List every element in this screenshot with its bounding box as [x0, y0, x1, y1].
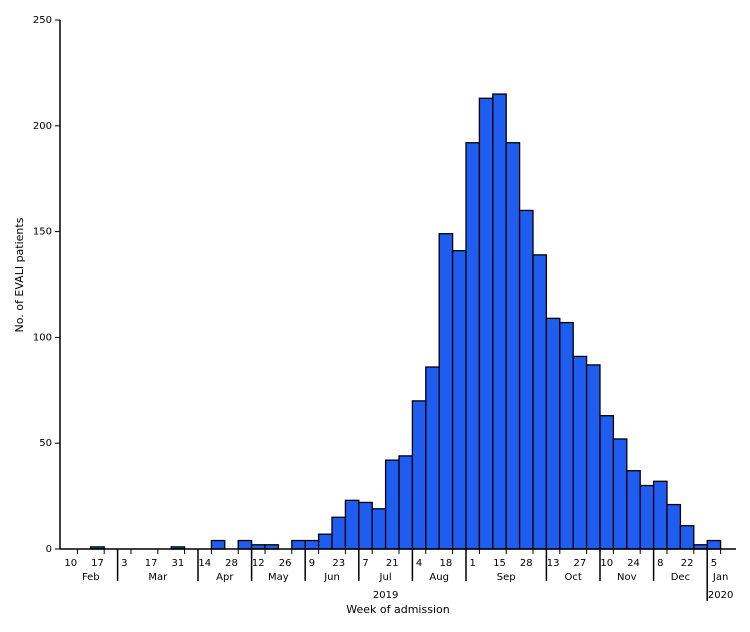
x-tick-label: 8: [657, 558, 663, 569]
bar: [706, 539, 722, 550]
bar: [639, 484, 655, 550]
bar: [398, 455, 414, 550]
bar: [210, 539, 226, 550]
y-tick-label: 50: [39, 438, 52, 449]
x-tick-label: 15: [493, 558, 506, 569]
bar: [384, 459, 400, 550]
bar: [465, 142, 481, 550]
x-tick-label: 12: [252, 558, 265, 569]
bar: [626, 470, 641, 550]
x-tick-label: 1: [470, 558, 476, 569]
month-label: Sep: [497, 572, 516, 583]
x-tick-label: 3: [121, 558, 127, 569]
bar: [532, 254, 548, 550]
x-tick-label: 24: [627, 558, 640, 569]
y-tick-label: 150: [33, 227, 52, 238]
x-tick-label: 7: [362, 558, 368, 569]
x-tick-label: 18: [440, 558, 453, 569]
bar: [291, 539, 306, 550]
y-tick-label: 0: [46, 544, 52, 555]
x-tick-label: 22: [681, 558, 694, 569]
x-tick-label: 17: [145, 558, 158, 569]
x-tick-label: 28: [520, 558, 533, 569]
bar: [599, 415, 615, 550]
x-tick-label: 23: [332, 558, 345, 569]
bar: [559, 321, 574, 550]
month-label: Jan: [712, 572, 728, 583]
bar: [331, 516, 347, 550]
year-label: 2020: [708, 590, 733, 601]
month-label: Aug: [429, 572, 449, 583]
x-tick-label: 14: [198, 558, 211, 569]
month-label: May: [268, 572, 289, 583]
y-tick-label: 250: [33, 15, 52, 26]
month-label: Apr: [216, 572, 234, 583]
bar: [358, 501, 373, 550]
x-tick-label: 27: [574, 558, 587, 569]
x-tick-label: 21: [386, 558, 399, 569]
bar: [679, 525, 695, 550]
bar: [545, 317, 561, 550]
bar: [612, 438, 628, 550]
month-label: Feb: [82, 572, 100, 583]
bar: [478, 97, 494, 550]
bar: [505, 142, 521, 550]
year-label: 2019: [373, 590, 398, 601]
x-axis-title: Week of admission: [346, 603, 449, 616]
bar: [451, 249, 467, 550]
x-tick-label: 31: [172, 558, 185, 569]
bar: [585, 364, 601, 550]
x-tick-label: 13: [547, 558, 560, 569]
x-tick-label: 26: [279, 558, 292, 569]
x-tick-label: 9: [309, 558, 315, 569]
month-label: Mar: [148, 572, 168, 583]
bar: [304, 539, 320, 550]
bar: [518, 209, 534, 550]
x-tick-label: 5: [711, 558, 717, 569]
y-tick-label: 200: [33, 121, 52, 132]
x-tick-label: 28: [225, 558, 238, 569]
bar: [425, 366, 440, 550]
month-label: Jun: [323, 572, 340, 583]
month-label: Oct: [565, 572, 582, 583]
x-tick-label: 10: [600, 558, 613, 569]
bar: [492, 93, 507, 550]
bar: [666, 503, 682, 550]
y-axis-title: No. of EVALI patients: [13, 217, 26, 332]
y-tick-label: 100: [33, 332, 52, 343]
bar: [438, 233, 454, 550]
month-label: Nov: [617, 572, 637, 583]
bar: [317, 533, 333, 550]
bar: [652, 480, 668, 550]
month-label: Jul: [379, 572, 392, 583]
x-tick-label: 4: [416, 558, 422, 569]
bar: [411, 400, 427, 550]
bar: [344, 499, 360, 550]
month-label: Dec: [671, 572, 690, 583]
bar: [371, 508, 387, 550]
x-tick-label: 10: [64, 558, 77, 569]
x-tick-label: 17: [91, 558, 104, 569]
bar: [237, 539, 253, 550]
bar: [572, 355, 588, 550]
